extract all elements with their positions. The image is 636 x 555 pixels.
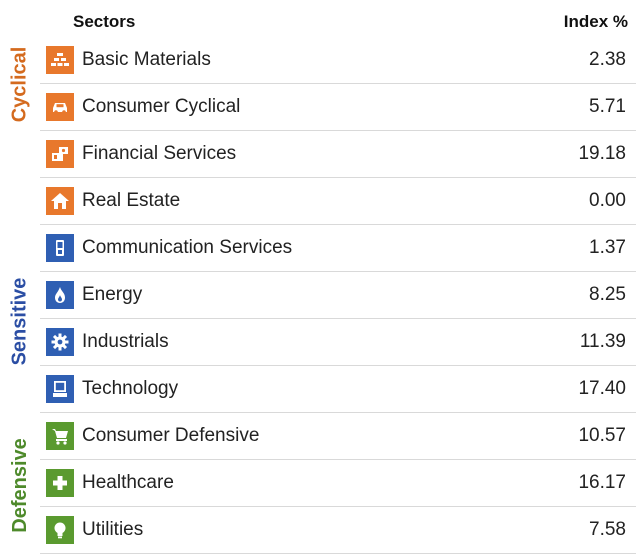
house-icon — [46, 187, 74, 215]
sector-value: 1.37 — [589, 237, 626, 258]
sector-value: 19.18 — [578, 143, 626, 164]
lightbulb-icon — [46, 516, 74, 544]
sector-name: Consumer Defensive — [82, 425, 260, 446]
sector-value: 10.57 — [578, 425, 626, 446]
sector-row-consumer-defensive: Consumer Defensive 10.57 — [40, 413, 636, 460]
car-icon — [46, 93, 74, 121]
sector-row-real-estate: Real Estate 0.00 — [40, 178, 636, 225]
table-header: Sectors Index % — [0, 0, 636, 37]
group-label-cyclical: Cyclical — [8, 46, 31, 122]
sector-table: Basic Materials 2.38 Consumer Cyclical 5… — [40, 37, 636, 554]
sector-name: Consumer Cyclical — [82, 96, 241, 117]
money-icon — [46, 140, 74, 168]
sector-name: Communication Services — [82, 237, 293, 258]
sector-name: Industrials — [82, 331, 169, 352]
sector-value: 17.40 — [578, 378, 626, 399]
sector-row-energy: Energy 8.25 — [40, 272, 636, 319]
sector-row-industrials: Industrials 11.39 — [40, 319, 636, 366]
sector-name: Healthcare — [82, 472, 174, 493]
gear-icon — [46, 328, 74, 356]
sector-value: 16.17 — [578, 472, 626, 493]
computer-icon — [46, 375, 74, 403]
sector-name: Financial Services — [82, 143, 237, 164]
sectors-column-header: Sectors — [73, 12, 136, 31]
sector-row-financial-services: Financial Services 19.18 — [40, 131, 636, 178]
sector-row-healthcare: Healthcare 16.17 — [40, 460, 636, 507]
sector-value: 11.39 — [579, 331, 626, 352]
flame-icon — [46, 281, 74, 309]
group-label-sensitive: Sensitive — [8, 277, 31, 365]
phone-icon — [46, 234, 74, 262]
sector-value: 8.25 — [589, 284, 626, 305]
sector-row-consumer-cyclical: Consumer Cyclical 5.71 — [40, 84, 636, 131]
sector-name: Basic Materials — [82, 49, 211, 70]
sector-row-basic-materials: Basic Materials 2.38 — [40, 37, 636, 84]
sector-name: Utilities — [82, 519, 144, 540]
sector-name: Technology — [82, 378, 179, 399]
group-label-defensive: Defensive — [8, 438, 31, 533]
sector-name: Energy — [82, 284, 143, 305]
sector-row-utilities: Utilities 7.58 — [40, 507, 636, 554]
bricks-icon — [46, 46, 74, 74]
sector-value: 2.38 — [589, 49, 626, 70]
sector-group-labels: Cyclical Sensitive Defensive — [0, 37, 40, 553]
index-percent-column-header: Index % — [563, 12, 628, 31]
sector-value: 7.58 — [589, 519, 626, 540]
cross-icon — [46, 469, 74, 497]
sector-name: Real Estate — [82, 190, 181, 211]
sector-row-communication-services: Communication Services 1.37 — [40, 225, 636, 272]
sector-value: 0.00 — [589, 190, 626, 211]
cart-icon — [46, 422, 74, 450]
sector-value: 5.71 — [589, 96, 626, 117]
sector-row-technology: Technology 17.40 — [40, 366, 636, 413]
